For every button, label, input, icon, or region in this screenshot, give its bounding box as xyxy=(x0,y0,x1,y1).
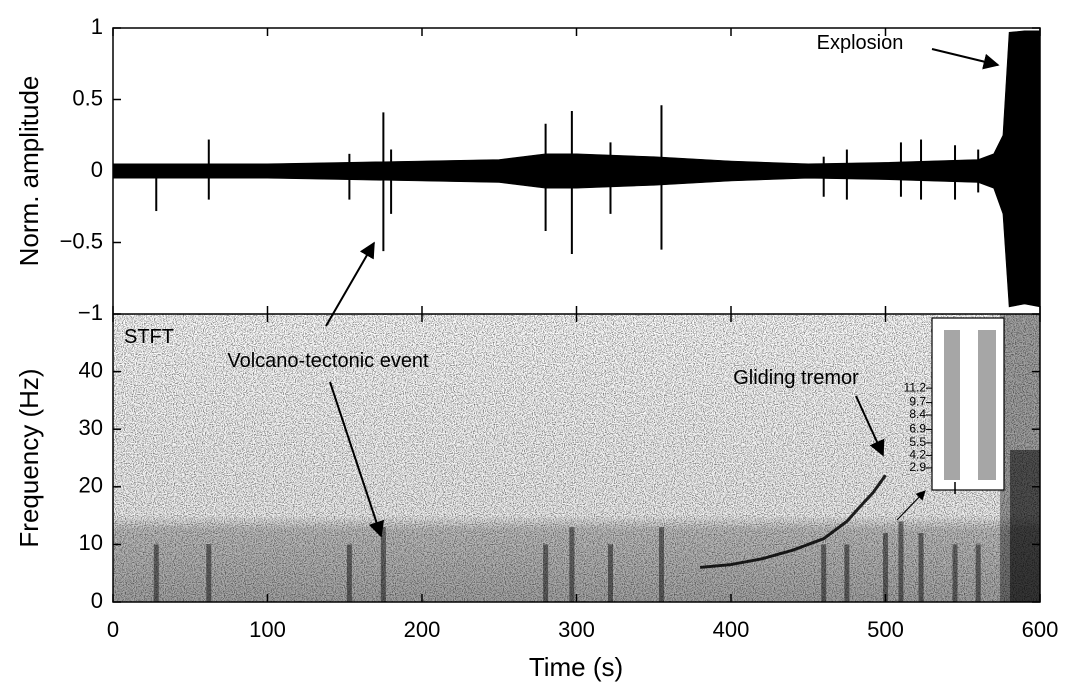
inset-tick-label: 6.9 xyxy=(909,422,926,436)
event-stripe xyxy=(918,532,924,602)
x-tick-label: 0 xyxy=(107,617,119,642)
waveform-envelope xyxy=(112,30,1041,172)
x-tick-label: 600 xyxy=(1022,617,1059,642)
event-stripe xyxy=(658,527,664,602)
event-stripe xyxy=(380,527,386,602)
x-tick-label: 100 xyxy=(249,617,286,642)
panel-title: STFT xyxy=(124,326,174,348)
inset-tick-label: 9.7 xyxy=(909,395,926,409)
event-stripe xyxy=(569,527,575,602)
y-tick-label: 40 xyxy=(79,357,103,382)
waveform-envelope xyxy=(112,170,1041,308)
y-tick-label: −1 xyxy=(78,300,103,325)
inset-tick-label: 5.5 xyxy=(909,435,926,449)
y-tick-label: 10 xyxy=(79,530,103,555)
x-tick-label: 200 xyxy=(404,617,441,642)
y-axis-label: Norm. amplitude xyxy=(14,76,44,267)
annotation-arrows xyxy=(325,48,1000,538)
event-stripe xyxy=(543,544,549,602)
y-tick-label: 30 xyxy=(79,415,103,440)
y-tick-label: 1 xyxy=(91,14,103,39)
y-tick-label: 0 xyxy=(91,588,103,613)
annotation: Explosion xyxy=(817,32,904,54)
y-tick-label: −0.5 xyxy=(60,228,103,253)
x-tick-label: 400 xyxy=(713,617,750,642)
event-stripe xyxy=(206,544,212,602)
x-axis-label: Time (s) xyxy=(529,652,623,682)
y-axis-label: Frequency (Hz) xyxy=(14,368,44,547)
plot-area xyxy=(112,30,1041,602)
event-stripe xyxy=(844,544,850,602)
y-tick-label: 0.5 xyxy=(72,85,103,110)
y-tick-label: 20 xyxy=(79,473,103,498)
inset-tick-label: 8.4 xyxy=(909,407,926,421)
x-tick-label: 500 xyxy=(867,617,904,642)
event-stripe xyxy=(607,544,613,602)
inset xyxy=(931,317,1005,494)
gliding-tremor xyxy=(699,474,887,569)
event-stripe xyxy=(821,544,827,602)
event-stripe xyxy=(153,544,159,602)
event-stripe xyxy=(898,521,904,602)
event-stripe xyxy=(975,544,981,602)
annotation: Gliding tremor xyxy=(733,367,859,389)
inset-tick-label: 11.2 xyxy=(904,380,927,394)
spectrogram-texture xyxy=(113,314,1040,602)
y-tick-label: 0 xyxy=(91,157,103,182)
inset-tick-label: 2.9 xyxy=(909,460,926,474)
inset-tick-label: 4.2 xyxy=(909,448,926,462)
event-stripe xyxy=(883,532,888,602)
annotation: Volcano-tectonic event xyxy=(227,350,429,372)
event-stripe xyxy=(346,544,352,602)
x-tick-label: 300 xyxy=(558,617,595,642)
inset-axis: 2.94.25.56.98.49.711.2 xyxy=(904,380,932,474)
event-stripe xyxy=(952,544,958,602)
